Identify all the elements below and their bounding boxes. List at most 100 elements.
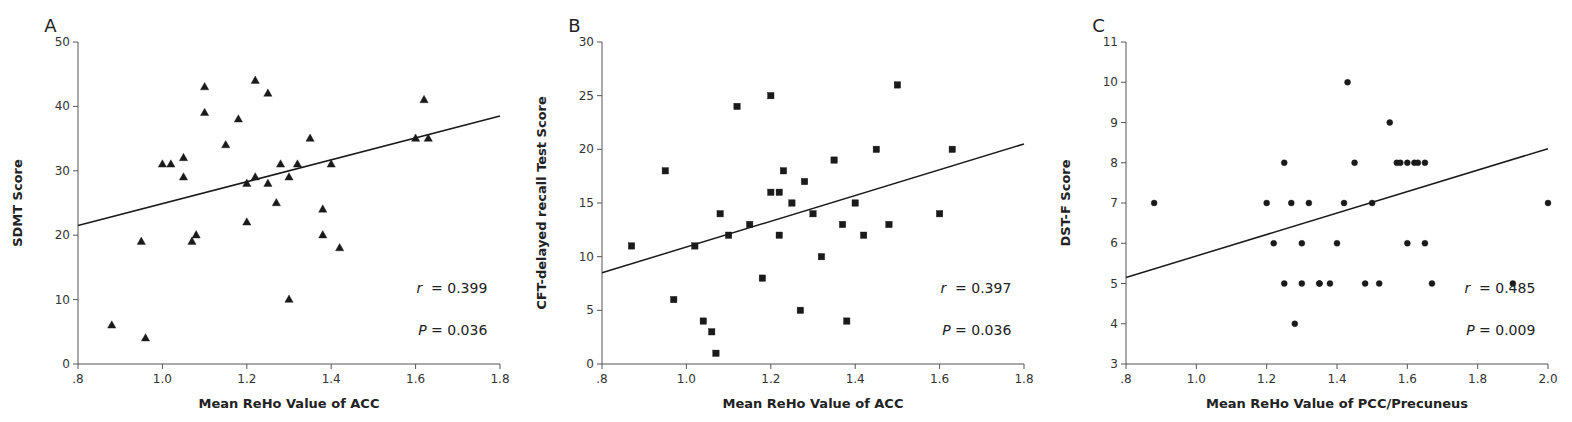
point xyxy=(873,146,879,152)
point xyxy=(768,189,774,195)
x-tick-label: .8 xyxy=(72,372,83,386)
y-tick xyxy=(1121,122,1126,123)
point xyxy=(1429,281,1435,287)
point xyxy=(1341,200,1347,206)
y-tick-label: 10 xyxy=(1103,75,1118,89)
point xyxy=(293,160,301,167)
panel: .81.01.21.41.61.82.034567891011Mean ReHo… xyxy=(1058,15,1558,411)
annotation: r = 0.397 xyxy=(940,280,1011,296)
point xyxy=(141,334,149,341)
point xyxy=(319,231,327,238)
point xyxy=(1264,200,1270,206)
annotation-value: = 0.036 xyxy=(427,322,488,338)
annotation: r = 0.485 xyxy=(1464,280,1535,296)
y-tick xyxy=(1121,323,1126,324)
y-tick-label: 10 xyxy=(579,250,594,264)
x-axis-line xyxy=(602,364,1024,365)
point xyxy=(789,200,795,206)
panel-label: B xyxy=(568,15,580,36)
x-tick-label: .8 xyxy=(596,372,607,386)
y-tick-label: 30 xyxy=(55,164,70,178)
x-tick-label: 1.4 xyxy=(846,372,865,386)
y-axis-label: CFT-delayed recall Test Score xyxy=(534,96,549,310)
point xyxy=(1345,79,1351,85)
point xyxy=(264,89,272,96)
y-tick xyxy=(73,299,78,300)
point xyxy=(662,168,668,174)
figure: .81.01.21.41.61.801020304050Mean ReHo Va… xyxy=(0,0,1572,422)
x-tick-label: 1.8 xyxy=(1014,372,1033,386)
x-tick xyxy=(415,364,416,369)
point xyxy=(108,321,116,328)
point xyxy=(860,232,866,238)
plot-data xyxy=(602,82,1024,357)
point xyxy=(1362,281,1368,287)
y-tick xyxy=(1121,82,1126,83)
y-tick xyxy=(73,170,78,171)
point xyxy=(264,179,272,186)
x-axis-label: Mean ReHo Value of ACC xyxy=(199,396,380,411)
y-tick-label: 50 xyxy=(55,35,70,49)
point xyxy=(886,221,892,227)
point xyxy=(776,232,782,238)
x-tick xyxy=(855,364,856,369)
point xyxy=(839,221,845,227)
x-tick xyxy=(1024,364,1025,369)
annotation-value: = 0.036 xyxy=(951,322,1012,338)
y-tick xyxy=(73,106,78,107)
point xyxy=(1306,200,1312,206)
point xyxy=(285,173,293,180)
point xyxy=(671,296,677,302)
point xyxy=(234,115,242,122)
plot-data xyxy=(1126,79,1551,327)
point xyxy=(717,211,723,217)
y-tick-label: 3 xyxy=(1110,357,1118,371)
y-tick xyxy=(597,310,602,311)
x-tick xyxy=(770,364,771,369)
annotation-value: = 0.485 xyxy=(1470,280,1535,296)
annotation: r = 0.399 xyxy=(416,280,487,296)
point xyxy=(285,295,293,302)
point xyxy=(1327,281,1333,287)
point xyxy=(1545,200,1551,206)
point xyxy=(336,243,344,250)
point xyxy=(1271,240,1277,246)
x-tick-label: 1.2 xyxy=(761,372,780,386)
x-tick xyxy=(1407,364,1408,369)
point xyxy=(222,140,230,147)
x-tick xyxy=(1126,364,1127,369)
point xyxy=(1281,281,1287,287)
y-tick-label: 0 xyxy=(62,357,70,371)
point xyxy=(894,82,900,88)
x-tick-label: 1.0 xyxy=(153,372,172,386)
point xyxy=(179,153,187,160)
y-tick-label: 25 xyxy=(579,89,594,103)
x-tick-label: 1.4 xyxy=(1327,372,1346,386)
point xyxy=(700,318,706,324)
point xyxy=(1151,200,1157,206)
point xyxy=(780,168,786,174)
point xyxy=(251,76,259,83)
point xyxy=(1387,120,1393,126)
point xyxy=(1352,160,1358,166)
panel: .81.01.21.41.61.801020304050Mean ReHo Va… xyxy=(10,15,510,411)
x-tick-label: 1.0 xyxy=(1187,372,1206,386)
point xyxy=(1397,160,1403,166)
point xyxy=(713,350,719,356)
x-tick-label: 1.0 xyxy=(677,372,696,386)
y-tick-label: 0 xyxy=(586,357,594,371)
y-axis-label: DST-F Score xyxy=(1058,159,1073,246)
point xyxy=(801,178,807,184)
y-tick xyxy=(73,42,78,43)
point xyxy=(1281,160,1287,166)
point xyxy=(243,218,251,225)
x-tick xyxy=(500,364,501,369)
point xyxy=(936,211,942,217)
y-tick-label: 11 xyxy=(1103,35,1118,49)
point xyxy=(1415,160,1421,166)
point xyxy=(818,253,824,259)
point xyxy=(200,82,208,89)
y-tick xyxy=(597,256,602,257)
point xyxy=(137,237,145,244)
point xyxy=(1316,281,1322,287)
